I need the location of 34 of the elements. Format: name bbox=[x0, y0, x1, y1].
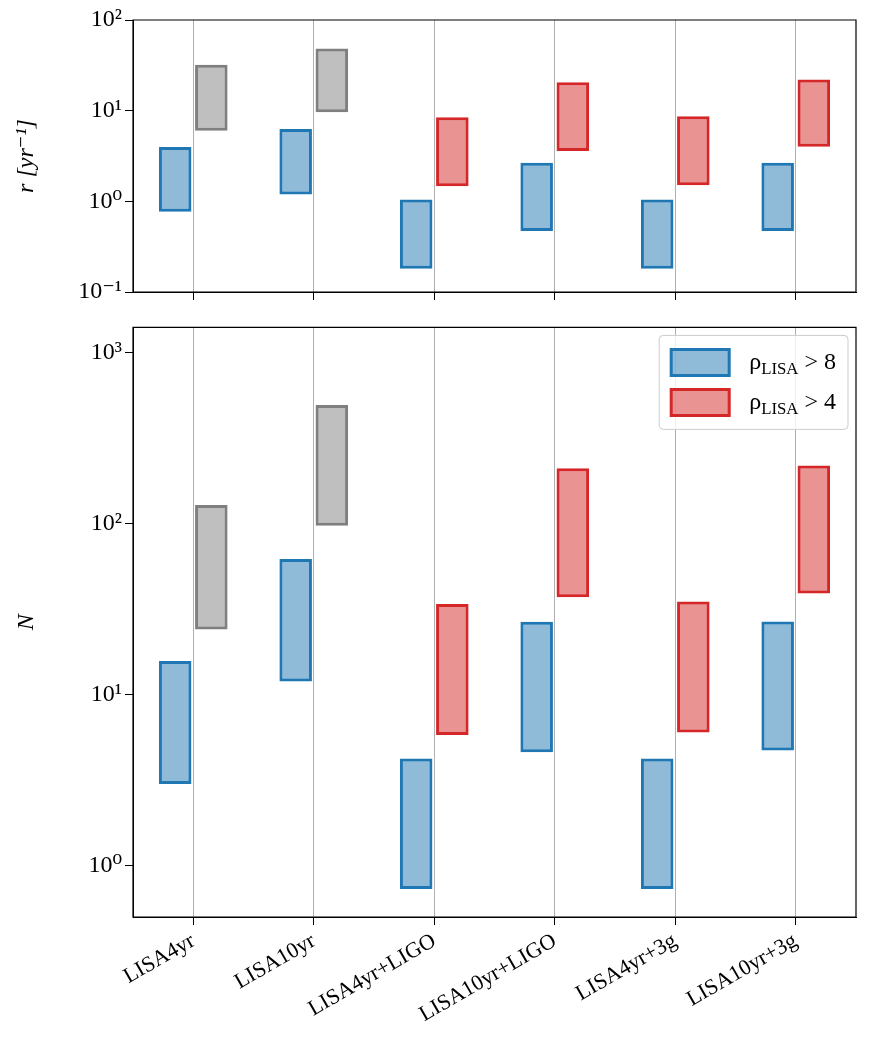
bar bbox=[158, 147, 192, 212]
y-tick-label: 10¹ bbox=[90, 95, 122, 122]
bar bbox=[436, 117, 469, 187]
y-tick-label: 10⁻¹ bbox=[78, 277, 122, 304]
bar bbox=[677, 116, 710, 186]
bar bbox=[399, 199, 433, 269]
y-tick-label: 10¹ bbox=[90, 679, 122, 706]
bar bbox=[761, 621, 794, 751]
bar bbox=[640, 758, 674, 889]
y-tick-label: 10⁰ bbox=[88, 186, 122, 213]
bar bbox=[399, 758, 433, 889]
bar bbox=[158, 661, 192, 784]
bar bbox=[195, 505, 228, 630]
y-tick-label: 10² bbox=[90, 5, 122, 32]
bar bbox=[279, 128, 312, 195]
bar bbox=[761, 162, 794, 232]
y-axis-title: N bbox=[11, 612, 38, 632]
y-tick-label: 10² bbox=[90, 508, 122, 535]
bar bbox=[797, 465, 831, 594]
bar bbox=[556, 468, 590, 598]
bar bbox=[520, 621, 553, 753]
bar bbox=[315, 405, 349, 526]
bar bbox=[195, 64, 228, 131]
bar bbox=[640, 199, 674, 269]
y-axis-title: r [yr⁻¹] bbox=[11, 119, 38, 193]
bar bbox=[279, 559, 312, 682]
y-tick-label: 10⁰ bbox=[88, 850, 122, 877]
bar bbox=[436, 604, 469, 735]
bar bbox=[315, 48, 349, 113]
bar bbox=[677, 601, 710, 733]
bar bbox=[797, 79, 831, 147]
y-tick-label: 10³ bbox=[90, 337, 122, 364]
bar bbox=[520, 162, 553, 232]
bar bbox=[556, 82, 590, 151]
